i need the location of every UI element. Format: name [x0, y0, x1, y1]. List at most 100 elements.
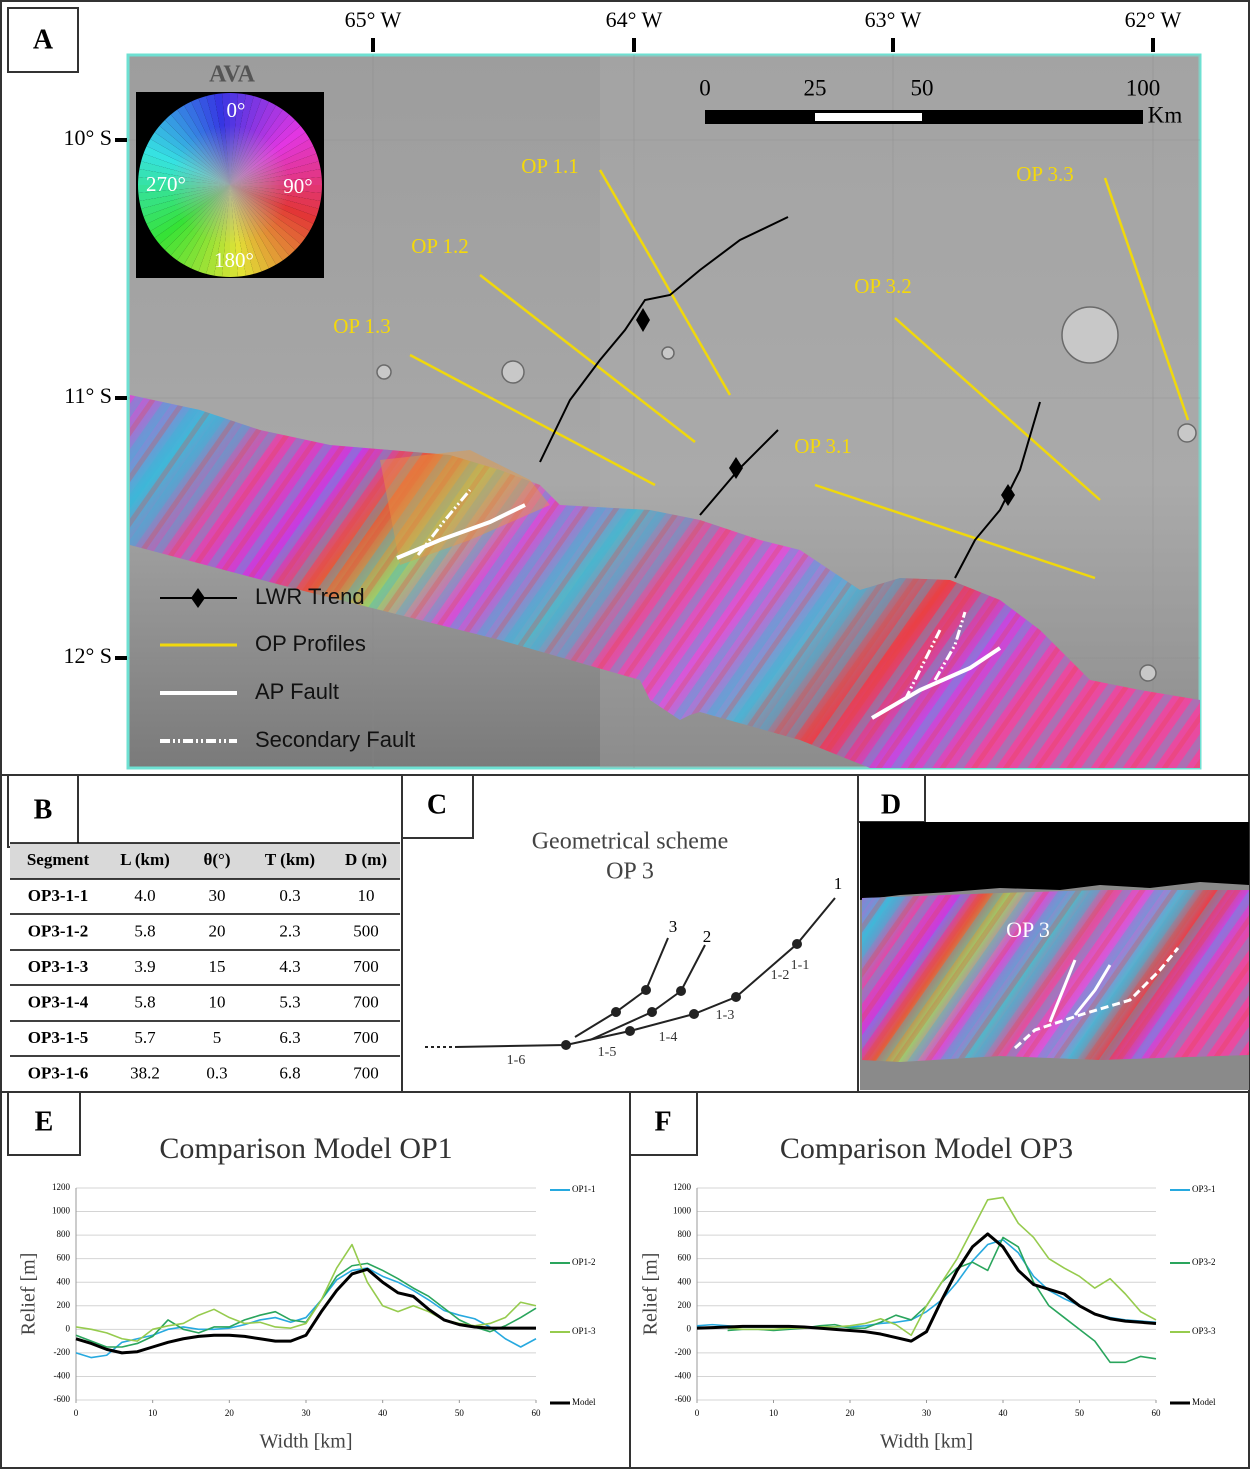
table-header: Segment [27, 850, 90, 869]
longitude-label: 62° W [1125, 7, 1182, 32]
ava-label: 0° [227, 98, 246, 122]
panel-label: C [427, 789, 447, 820]
table-cell: 2.3 [279, 921, 300, 940]
ava-label: 90° [283, 174, 312, 198]
x-tick-label: 0 [74, 1408, 79, 1418]
y-tick-label: 400 [678, 1276, 692, 1286]
y-tick-label: 800 [678, 1229, 692, 1239]
scale-label: 25 [804, 75, 827, 100]
x-tick-label: 0 [695, 1408, 700, 1418]
table-cell: 6.3 [279, 1028, 300, 1047]
table-cell: OP3-1-2 [28, 921, 88, 940]
table-cell: 700 [353, 992, 379, 1011]
legend-label: OP3-1 [1192, 1184, 1216, 1194]
table-cell: OP3-1-3 [28, 957, 88, 976]
branch-label: 1 [834, 874, 843, 893]
table-cell: 700 [353, 957, 379, 976]
legend-label: OP3-3 [1192, 1326, 1216, 1336]
y-tick-label: -200 [675, 1347, 692, 1357]
table-cell: 700 [353, 1063, 379, 1082]
series-line [697, 1240, 1156, 1327]
legend-label: Model [572, 1397, 596, 1407]
ava-label: 270° [146, 172, 186, 196]
scale-label: 50 [911, 75, 934, 100]
x-tick-label: 20 [225, 1408, 235, 1418]
segment-label: 1-4 [659, 1030, 678, 1045]
table-cell: 15 [209, 957, 226, 976]
segment-label: 1-1 [791, 958, 810, 973]
longitude-label: 65° W [345, 7, 402, 32]
panel-label: F [654, 1106, 671, 1137]
y-tick-label: 0 [66, 1323, 71, 1333]
ava-label: 180° [214, 248, 254, 272]
scale-label: 0 [699, 75, 711, 100]
table-cell: 5.3 [279, 992, 300, 1011]
panel-label: B [34, 794, 53, 825]
legend-label: LWR Trend [255, 584, 365, 609]
branch-label: 3 [669, 917, 678, 936]
table-header: L (km) [120, 850, 170, 869]
table-cell: 0.3 [206, 1063, 227, 1082]
table [10, 843, 400, 1056]
table-cell: 10 [358, 886, 375, 905]
table-cell: OP3-1-4 [28, 992, 89, 1011]
y-tick-label: -600 [54, 1394, 71, 1404]
x-tick-label: 40 [999, 1408, 1009, 1418]
x-tick-label: 30 [922, 1408, 932, 1418]
x-tick-label: 20 [846, 1408, 856, 1418]
scale-unit: Km [1148, 102, 1183, 127]
x-axis-label: Width [km] [259, 1431, 352, 1453]
table-cell: 10 [209, 992, 226, 1011]
y-tick-label: 1200 [52, 1182, 71, 1192]
latitude-label: 11° S [64, 383, 112, 408]
latitude-label: 10° S [63, 125, 112, 150]
ava-title: AVA [209, 62, 255, 88]
series-line [76, 1268, 536, 1358]
y-tick-label: 200 [678, 1300, 692, 1310]
y-tick-label: 0 [687, 1323, 692, 1333]
y-tick-label: -400 [54, 1371, 71, 1381]
legend-label: OP Profiles [255, 631, 366, 656]
legend-label: OP1-1 [572, 1184, 596, 1194]
y-tick-label: 600 [57, 1253, 71, 1263]
x-tick-label: 30 [302, 1408, 312, 1418]
table-cell: 20 [209, 921, 226, 940]
y-tick-label: 1200 [673, 1182, 692, 1192]
table-cell: 4.0 [134, 886, 155, 905]
y-tick-label: 400 [57, 1276, 71, 1286]
table-cell: 4.3 [279, 957, 300, 976]
scheme-title: Geometrical scheme [532, 829, 729, 855]
segment-label: 1-6 [507, 1053, 526, 1068]
y-axis-label: Relief [m] [640, 1253, 662, 1336]
series-line [697, 1234, 1156, 1341]
table-header: T (km) [265, 850, 315, 869]
x-tick-label: 40 [378, 1408, 388, 1418]
y-tick-label: -400 [675, 1371, 692, 1381]
x-tick-label: 60 [532, 1408, 542, 1418]
profile-label: OP 1.3 [333, 314, 391, 338]
y-tick-label: 1000 [52, 1206, 71, 1216]
table-cell: OP3-1-1 [28, 886, 88, 905]
y-tick-label: 200 [57, 1300, 71, 1310]
table-cell: 0.3 [279, 886, 300, 905]
longitude-label: 64° W [606, 7, 663, 32]
y-axis-label: Relief [m] [18, 1253, 40, 1336]
legend-label: Secondary Fault [255, 727, 415, 752]
table-cell: 5.8 [134, 992, 155, 1011]
x-tick-label: 60 [1152, 1408, 1162, 1418]
annotation: OP 3 [1006, 917, 1050, 942]
table-cell: 700 [353, 1028, 379, 1047]
panel-label: A [33, 24, 54, 55]
panel-label: E [35, 1106, 54, 1137]
table-header: D (m) [345, 850, 387, 869]
profile-label: OP 3.1 [794, 434, 852, 458]
x-axis-label: Width [km] [880, 1431, 973, 1453]
x-tick-label: 10 [148, 1408, 158, 1418]
table-cell: OP3-1-5 [28, 1028, 88, 1047]
y-tick-label: -600 [675, 1394, 692, 1404]
chart-title: Comparison Model OP3 [780, 1132, 1073, 1165]
latitude-label: 12° S [63, 643, 112, 668]
legend-label: OP1-3 [572, 1326, 596, 1336]
table-cell: 5.7 [134, 1028, 156, 1047]
branch-label: 2 [703, 927, 712, 946]
